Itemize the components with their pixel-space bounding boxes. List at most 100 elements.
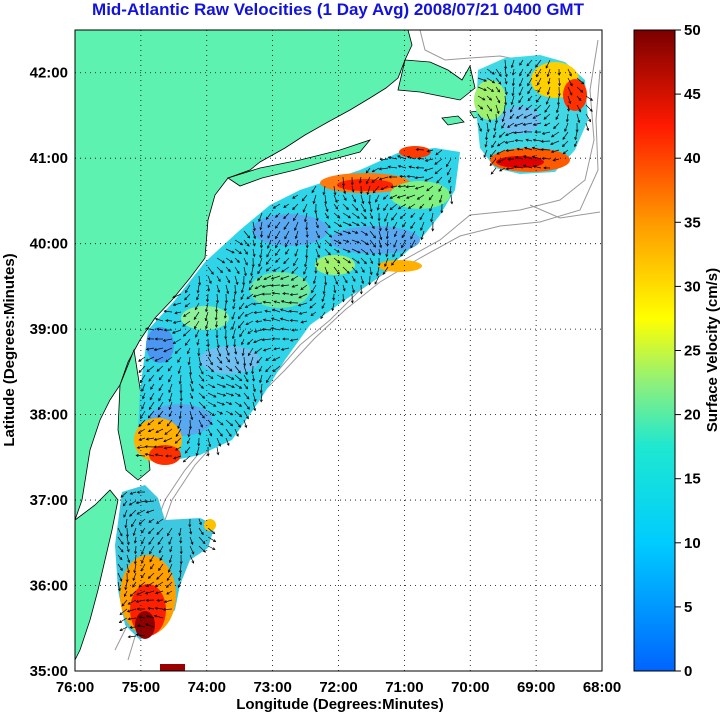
- velocity-arrowhead: [119, 567, 123, 571]
- velocity-arrow: [134, 554, 137, 564]
- velocity-arrowhead: [245, 379, 249, 383]
- velocity-arrowhead: [172, 341, 176, 344]
- velocity-arrowhead: [231, 250, 235, 254]
- velocity-arrow: [232, 302, 236, 309]
- velocity-arrow: [371, 176, 380, 183]
- velocity-arrow: [255, 284, 263, 290]
- velocity-arrowhead: [498, 134, 502, 138]
- velocity-arrow: [360, 275, 364, 284]
- velocity-arrow: [207, 536, 216, 542]
- velocity-arrowhead: [155, 430, 159, 433]
- velocity-arrow: [234, 419, 241, 428]
- velocity-arrowhead: [552, 158, 556, 162]
- velocity-arrowhead: [245, 251, 248, 255]
- velocity-arrowhead: [419, 217, 423, 221]
- velocity-arrow: [234, 410, 242, 418]
- velocity-arrow: [117, 563, 123, 571]
- x-tick-label: 76:00: [56, 679, 94, 696]
- velocity-arrowhead: [274, 252, 278, 256]
- velocity-arrow: [207, 374, 214, 379]
- velocity-arrow: [534, 104, 542, 112]
- plot-frame: [74, 29, 603, 672]
- velocity-arrow: [148, 374, 155, 382]
- velocity-arrowhead: [526, 73, 530, 78]
- velocity-arrow: [383, 194, 389, 200]
- velocity-arrow: [141, 572, 146, 579]
- velocity-arrow: [175, 446, 182, 451]
- velocity-arrow: [547, 68, 551, 77]
- velocity-arrow: [563, 149, 569, 155]
- velocity-arrow: [126, 563, 130, 573]
- velocity-arrow: [145, 590, 155, 594]
- velocity-arrow: [281, 300, 290, 304]
- velocity-arrowhead: [388, 175, 392, 179]
- velocity-arrow: [420, 221, 425, 231]
- velocity-arrowhead: [252, 378, 256, 382]
- velocity-arrow: [189, 383, 194, 392]
- velocity-arrowhead: [163, 309, 167, 313]
- y-tick-label: 39:00: [30, 321, 68, 338]
- velocity-arrowhead: [292, 195, 296, 199]
- velocity-arrow: [511, 59, 515, 68]
- velocity-arrow: [315, 239, 321, 249]
- velocity-arrowhead: [304, 264, 308, 268]
- velocity-arrowhead: [246, 406, 250, 410]
- velocity-arrowhead: [389, 196, 393, 199]
- velocity-arrowhead: [221, 260, 226, 264]
- velocity-arrowhead: [438, 188, 442, 192]
- velocity-arrowhead: [147, 606, 151, 610]
- velocity-arrowhead: [197, 353, 201, 357]
- velocity-arrow: [486, 104, 492, 112]
- velocity-arrowhead: [135, 501, 139, 505]
- velocity-arrowhead: [138, 584, 142, 588]
- velocity-arrowhead: [275, 245, 278, 249]
- velocity-arrow: [533, 165, 542, 169]
- velocity-arrowhead: [124, 587, 128, 591]
- velocity-arrowhead: [531, 146, 535, 150]
- velocity-arrow: [147, 419, 155, 426]
- velocity-arrowhead: [265, 369, 269, 373]
- velocity-arrow: [166, 581, 173, 588]
- velocity-arrow: [254, 311, 263, 314]
- velocity-arrowhead: [267, 235, 271, 239]
- velocity-arrow: [194, 302, 200, 310]
- velocity-arrowhead: [200, 531, 204, 536]
- velocity-arrowhead: [547, 81, 551, 85]
- velocity-arrowhead: [283, 205, 287, 208]
- velocity-arrow: [189, 365, 192, 375]
- velocity-arrow: [360, 194, 364, 204]
- colorbar-label: Surface Velocity (cm/s): [704, 268, 721, 432]
- velocity-arrowhead: [322, 291, 326, 295]
- velocity-arrow: [541, 140, 551, 142]
- velocity-arrowhead: [534, 130, 538, 134]
- velocity-arrowhead: [119, 578, 123, 582]
- velocity-arrow: [257, 275, 263, 281]
- velocity-arrowhead: [222, 393, 227, 397]
- velocity-arrowhead: [190, 417, 194, 421]
- velocity-arrowhead: [249, 362, 253, 367]
- velocity-arrowhead: [132, 584, 136, 588]
- velocity-arrowhead: [567, 108, 571, 112]
- velocity-arrow: [424, 176, 434, 182]
- velocity-arrow: [168, 365, 173, 372]
- velocity-arrowhead: [262, 300, 266, 304]
- velocity-arrow: [390, 185, 398, 188]
- velocity-arrowhead: [366, 191, 370, 196]
- velocity-arrowhead: [172, 303, 176, 307]
- velocity-arrowhead: [290, 277, 294, 281]
- velocity-arrow: [494, 122, 497, 131]
- velocity-arrowhead: [575, 129, 579, 133]
- velocity-arrowhead: [309, 305, 313, 309]
- velocity-arrowhead: [315, 263, 319, 267]
- velocity-arrowhead: [184, 342, 188, 346]
- velocity-arrow: [164, 446, 173, 449]
- velocity-arrowhead: [321, 298, 325, 302]
- velocity-arrow: [263, 347, 272, 351]
- velocity-arrow: [298, 302, 308, 306]
- velocity-arrowhead: [580, 89, 584, 93]
- velocity-arrow: [537, 77, 542, 86]
- velocity-arrowhead: [259, 399, 263, 403]
- velocity-arrowhead: [219, 367, 223, 371]
- velocity-arrowhead: [227, 269, 231, 273]
- velocity-arrow: [486, 68, 495, 75]
